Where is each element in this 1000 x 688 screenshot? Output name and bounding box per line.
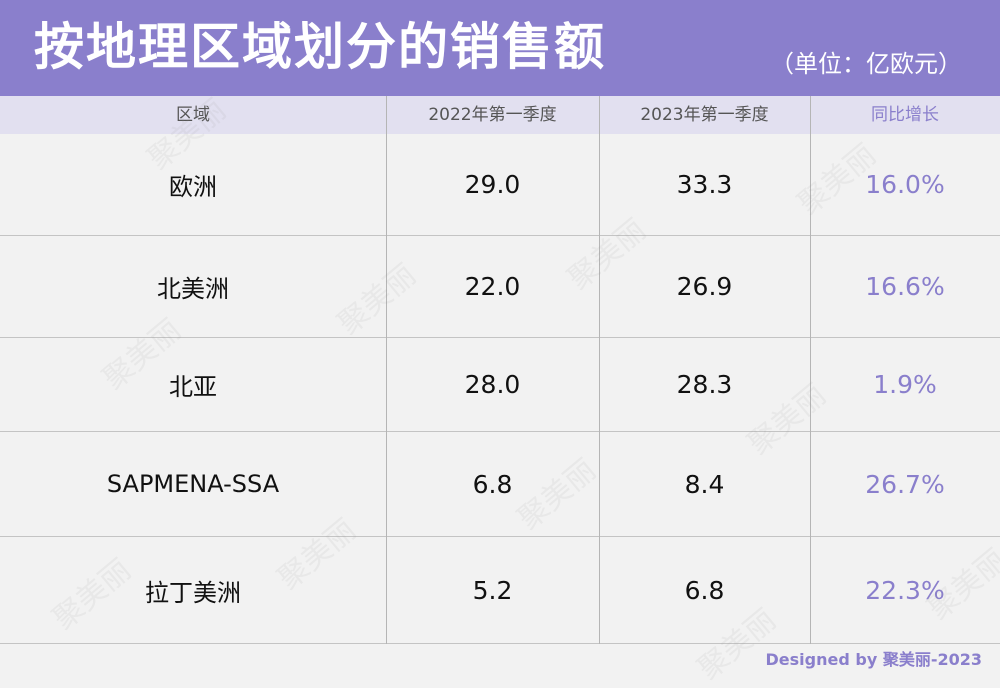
column-header-growth: 同比增长 xyxy=(871,105,939,125)
q1-2023-cell: 26.9 xyxy=(676,272,733,301)
column-divider xyxy=(599,96,600,644)
page-title: 按地理区域划分的销售额 xyxy=(34,18,606,76)
q1-2023-cell: 6.8 xyxy=(684,575,725,605)
column-header-q1-2022: 2022年第一季度 xyxy=(428,105,557,125)
region-cell: 北亚 xyxy=(169,373,217,401)
table-header: 区域 2022年第一季度 2023年第一季度 同比增长 xyxy=(0,96,1000,134)
table-row: 北美洲 22.0 26.9 16.6% xyxy=(0,236,1000,338)
designer-credit: Designed by 聚美丽-2023 xyxy=(765,650,983,669)
unit-label: （单位：亿欧元） xyxy=(770,50,962,78)
growth-cell: 22.3% xyxy=(865,575,945,605)
table-row: 欧洲 29.0 33.3 16.0% xyxy=(0,134,1000,236)
growth-cell: 16.6% xyxy=(865,272,945,301)
region-cell: 北美洲 xyxy=(157,275,229,303)
region-cell: 拉丁美洲 xyxy=(145,578,241,607)
q1-2023-cell: 8.4 xyxy=(684,469,725,499)
column-divider xyxy=(810,96,811,644)
q1-2022-cell: 22.0 xyxy=(464,272,521,301)
column-header-region: 区域 xyxy=(176,105,210,125)
table-row: 拉丁美洲 5.2 6.8 22.3% xyxy=(0,537,1000,644)
table-row: SAPMENA-SSA 6.8 8.4 26.7% xyxy=(0,432,1000,537)
growth-cell: 1.9% xyxy=(873,370,937,399)
column-divider xyxy=(386,96,387,644)
region-cell: 欧洲 xyxy=(169,173,217,201)
q1-2022-cell: 28.0 xyxy=(464,370,521,399)
table-row: 北亚 28.0 28.3 1.9% xyxy=(0,338,1000,432)
growth-cell: 26.7% xyxy=(865,469,945,499)
title-banner: 按地理区域划分的销售额 （单位：亿欧元） xyxy=(0,0,1000,96)
region-cell: SAPMENA-SSA xyxy=(106,470,280,498)
q1-2023-cell: 28.3 xyxy=(676,370,733,399)
q1-2022-cell: 5.2 xyxy=(472,575,513,605)
q1-2022-cell: 29.0 xyxy=(464,170,521,199)
q1-2023-cell: 33.3 xyxy=(676,170,733,199)
column-header-q1-2023: 2023年第一季度 xyxy=(640,105,769,125)
q1-2022-cell: 6.8 xyxy=(472,469,513,499)
growth-cell: 16.0% xyxy=(865,170,945,199)
